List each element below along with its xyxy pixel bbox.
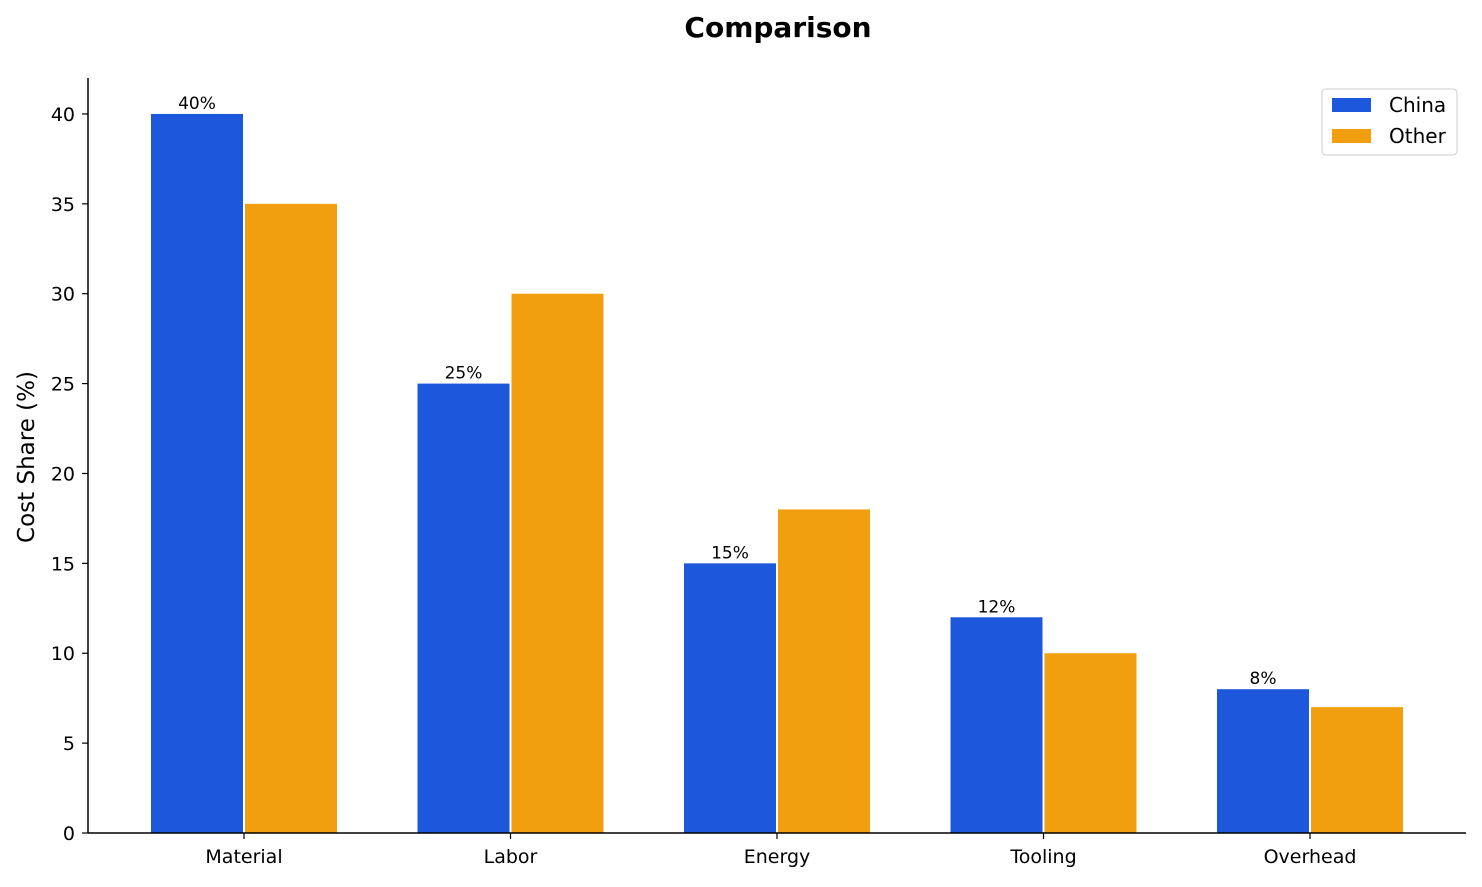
plot-area: 40% 25% 15% 12% 8% 0 5 10 15 20 25 30 35 40 Material La…: [51, 78, 1466, 868]
y-tick-label: 35: [51, 194, 75, 216]
x-tick-label: Labor: [484, 846, 538, 868]
y-tick-label: 15: [51, 553, 75, 575]
bar-china-tooling: [950, 617, 1043, 833]
y-tick-label: 30: [51, 284, 75, 306]
y-tick-label: 5: [63, 733, 75, 755]
x-tick-label: Tooling: [1009, 846, 1076, 868]
y-tick-label: 25: [51, 374, 75, 396]
bar-other-energy: [778, 509, 870, 833]
bar-china-labor: [417, 383, 510, 833]
y-tick-label: 40: [51, 104, 75, 126]
y-tick-label: 0: [63, 823, 75, 845]
bar-china-material: [151, 113, 243, 833]
legend-swatch-china: [1332, 98, 1371, 112]
x-tick-label: Overhead: [1264, 846, 1357, 868]
bar-other-material: [245, 203, 337, 834]
data-label: 15%: [711, 543, 749, 563]
data-label: 25%: [445, 364, 483, 384]
legend-label-china: China: [1389, 93, 1446, 117]
legend: China Other: [1321, 88, 1458, 156]
x-tick-label: Material: [205, 846, 282, 868]
data-label: 8%: [1250, 669, 1277, 689]
x-tick-label: Energy: [744, 846, 811, 868]
legend-swatch-other: [1332, 129, 1371, 143]
data-label: 40%: [178, 94, 216, 114]
bar-other-labor: [511, 293, 604, 833]
bar-china-overhead: [1217, 689, 1309, 833]
y-tick-label: 20: [51, 463, 75, 485]
bar-other-overhead: [1311, 707, 1403, 833]
bar-china-energy: [684, 563, 776, 833]
data-label: 12%: [978, 597, 1016, 617]
y-tick-label: 10: [51, 643, 75, 665]
chart-title: Comparison: [684, 11, 871, 44]
y-axis-label: Cost Share (%): [14, 371, 40, 543]
legend-label-other: Other: [1389, 124, 1447, 148]
bar-other-tooling: [1044, 653, 1137, 833]
